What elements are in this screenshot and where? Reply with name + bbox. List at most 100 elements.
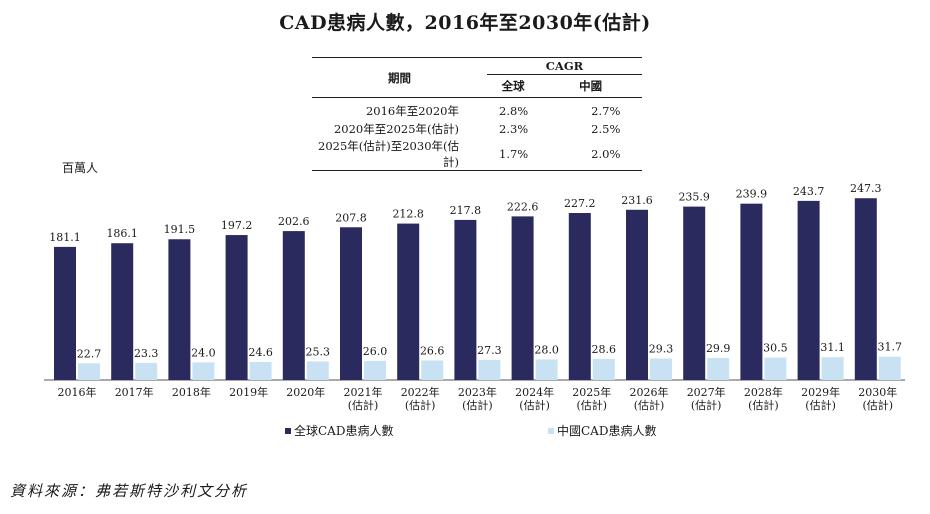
cagr-china-value: 2.0% [591, 147, 621, 161]
bar-china [78, 363, 100, 380]
bar-china [421, 360, 444, 380]
cagr-period: 2020年至2025年(估計) [333, 122, 459, 136]
bar-global [511, 216, 534, 380]
cagr-row: 2020年至2025年(估計) 2.3% 2.5% [312, 120, 642, 138]
cagr-period-header: 期間 [388, 70, 411, 85]
bar-china [764, 357, 787, 380]
data-label-china: 24.0 [191, 346, 216, 359]
data-label-global: 227.2 [564, 197, 596, 210]
data-label-global: 222.6 [507, 200, 539, 213]
bar-china [535, 359, 558, 380]
x-tick-label: (估計) [348, 398, 379, 412]
data-label-china: 26.6 [420, 344, 445, 357]
x-tick-label: 2024年 [515, 385, 554, 399]
data-label-china: 27.3 [477, 344, 502, 357]
bar-global [340, 227, 362, 380]
x-tick-label: 2030年 [858, 385, 897, 399]
cagr-china-value: 2.5% [591, 122, 621, 136]
data-label-global: 186.1 [106, 227, 138, 240]
data-label-global: 247.3 [850, 182, 882, 195]
cagr-row: 2016年至2020年 2.8% 2.7% [312, 102, 642, 120]
x-tick-label: 2021年 [344, 385, 383, 399]
x-tick-label: (估計) [462, 398, 493, 412]
bar-global [740, 203, 763, 380]
cagr-global-value: 2.8% [499, 104, 529, 118]
x-tick-label: (估計) [691, 398, 722, 412]
data-label-china: 29.9 [706, 342, 731, 355]
data-label-china: 24.6 [248, 346, 273, 359]
bar-china [707, 358, 730, 380]
data-label-global: 231.6 [621, 194, 653, 207]
bar-global [168, 239, 191, 380]
x-tick-label: (估計) [519, 398, 550, 412]
bar-china [364, 360, 386, 380]
data-label-global: 239.9 [736, 188, 768, 201]
x-tick-label: 2022年 [401, 385, 440, 399]
bar-global [225, 235, 248, 380]
data-label-china: 29.3 [649, 342, 674, 355]
bar-china [249, 361, 272, 380]
data-label-china: 23.3 [134, 347, 159, 360]
x-tick-label: (估計) [805, 398, 836, 412]
x-tick-label: 2027年 [687, 385, 726, 399]
x-tick-label: 2020年 [286, 385, 325, 399]
bar-china [821, 357, 844, 380]
cagr-global-header: 全球 [501, 79, 525, 93]
bar-china [478, 359, 501, 380]
x-tick-label: 2025年 [572, 385, 611, 399]
data-label-global: 202.6 [278, 215, 310, 228]
cagr-global-value: 1.7% [499, 147, 529, 161]
x-tick-label: (估計) [863, 398, 894, 412]
bar-global [854, 198, 877, 380]
bar-china [192, 362, 215, 380]
bar-china [135, 362, 158, 380]
bar-china [592, 358, 615, 380]
x-tick-label: 2016年 [58, 385, 97, 399]
x-tick-label: 2018年 [172, 385, 211, 399]
x-tick-label: 2029年 [801, 385, 840, 399]
bar-china [878, 356, 901, 380]
chart-title: CAD患病人數，2016年至2030年(估計) [279, 12, 651, 34]
cagr-table: 期間 CAGR 全球 中國 2016年至2020年 2.8% 2.7% 2020… [312, 57, 642, 171]
cagr-china-value: 2.7% [591, 104, 621, 118]
legend-label-global: 全球CAD患病人數 [294, 424, 394, 438]
legend-label-china: 中國CAD患病人數 [557, 424, 657, 438]
data-label-china: 22.7 [77, 347, 102, 360]
bar-global [54, 246, 76, 380]
data-label-china: 28.0 [534, 343, 559, 356]
data-label-china: 30.5 [763, 342, 788, 355]
data-label-china: 28.6 [592, 343, 617, 356]
y-unit-label: 百萬人 [62, 161, 99, 175]
bar-china [650, 358, 672, 380]
bar-global [397, 223, 420, 380]
data-label-global: 207.8 [335, 211, 367, 224]
bar-global [282, 231, 305, 380]
bar-global [454, 219, 477, 380]
legend-item-china: 中國CAD患病人數 [548, 422, 656, 439]
cagr-period: 2025年(估計)至2030年(估計) [318, 139, 459, 169]
data-label-global: 181.1 [49, 231, 81, 244]
bar-global [626, 209, 648, 380]
cagr-header: CAGR [487, 58, 642, 75]
x-tick-label: 2023年 [458, 385, 497, 399]
x-tick-label: 2019年 [229, 385, 268, 399]
data-label-global: 217.8 [450, 204, 482, 217]
cagr-row: 2025年(估計)至2030年(估計) 1.7% 2.0% [312, 138, 642, 171]
bar-global [797, 200, 820, 380]
x-tick-label: (估計) [405, 398, 436, 412]
x-tick-label: (估計) [577, 398, 608, 412]
cagr-period: 2016年至2020年 [365, 104, 459, 118]
bar-global [111, 243, 134, 380]
bar-global [683, 206, 706, 380]
data-label-global: 235.9 [678, 191, 710, 204]
data-label-china: 31.1 [820, 341, 845, 354]
source-note: 資料來源：弗若斯特沙利文分析 [10, 482, 249, 500]
legend-item-global: 全球CAD患病人數 [285, 422, 393, 439]
cagr-global-value: 2.3% [499, 122, 529, 136]
bar-china [306, 361, 329, 380]
data-label-global: 212.8 [392, 208, 424, 221]
x-tick-label: 2017年 [115, 385, 154, 399]
data-label-global: 191.5 [164, 223, 196, 236]
data-label-china: 26.0 [363, 345, 388, 358]
